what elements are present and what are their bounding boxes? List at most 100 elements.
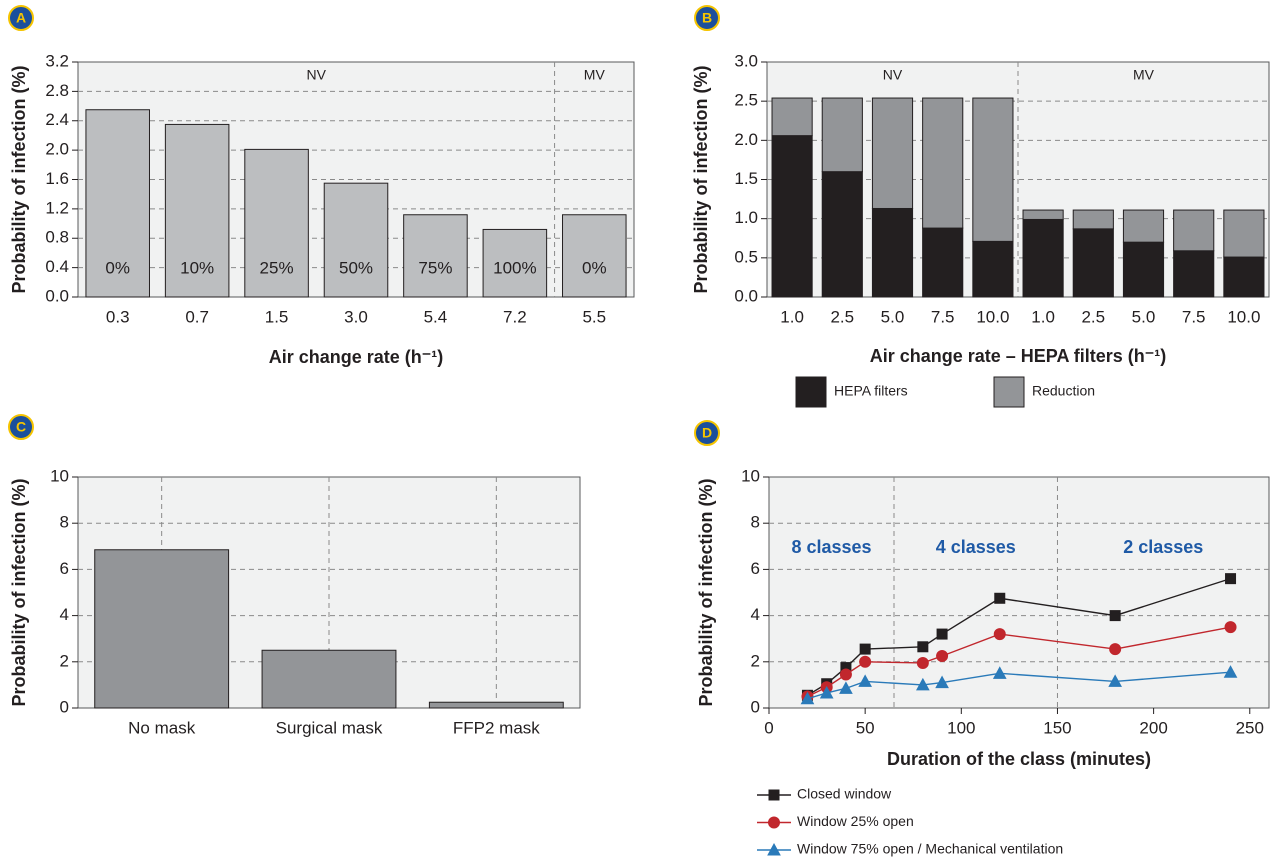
y-tick-label: 6 <box>60 559 69 578</box>
panel-label: B <box>702 10 712 26</box>
y-tick-label: 2 <box>751 651 760 670</box>
legend-label: Reduction <box>1032 383 1095 399</box>
x-tick-label: 10.0 <box>976 307 1009 326</box>
region-label: NV <box>307 67 327 83</box>
x-tick-label: 1.0 <box>1031 307 1055 326</box>
x-tick-label: 3.0 <box>344 307 368 326</box>
bar-label: 100% <box>493 258 536 277</box>
y-tick-label: 0.4 <box>45 257 69 276</box>
x-tick-label: Surgical mask <box>276 718 383 737</box>
marker <box>1223 665 1238 678</box>
y-tick-label: 1.2 <box>45 198 69 217</box>
marker <box>917 641 929 653</box>
y-tick-label: 0.0 <box>734 286 758 305</box>
bar-label: 10% <box>180 258 214 277</box>
bar <box>562 214 627 298</box>
bar-segment <box>771 97 813 137</box>
marker <box>916 656 929 669</box>
bar-segment <box>871 207 914 298</box>
annotation: 2 classes <box>1123 537 1203 557</box>
y-tick-label: 2 <box>60 651 69 670</box>
bar <box>482 228 548 298</box>
marker <box>992 666 1007 679</box>
x-axis-label: Air change rate – HEPA filters (h⁻¹) <box>870 346 1167 366</box>
marker <box>994 592 1006 604</box>
y-tick-label: 10 <box>50 466 69 485</box>
x-axis-label: Duration of the class (minutes) <box>887 749 1151 769</box>
annotation: 8 classes <box>791 537 871 557</box>
x-tick-label: FFP2 mask <box>453 718 540 737</box>
x-tick-label: 200 <box>1139 718 1167 737</box>
x-tick-label: 1.0 <box>780 307 804 326</box>
region-label: MV <box>584 67 606 83</box>
marker <box>1224 621 1237 634</box>
region-label: MV <box>1133 67 1155 83</box>
marker <box>1109 643 1122 656</box>
marker <box>916 677 930 691</box>
bar-segment <box>871 97 914 209</box>
x-tick-label: 10.0 <box>1227 307 1260 326</box>
x-tick-label: 7.5 <box>1182 307 1206 326</box>
y-tick-label: 0.5 <box>734 247 758 266</box>
x-axis-label: Air change rate (h⁻¹) <box>269 347 444 367</box>
x-tick-label: 2.5 <box>830 307 854 326</box>
marker <box>767 842 781 856</box>
marker <box>819 685 834 699</box>
panel-badge <box>8 414 34 440</box>
legend-label: HEPA filters <box>834 383 908 399</box>
x-tick-label: 250 <box>1236 718 1264 737</box>
bar-segment <box>1022 218 1064 298</box>
bar-label: 25% <box>260 258 294 277</box>
y-axis-label: Probability of infection (%) <box>9 65 29 293</box>
bar-label: 0% <box>582 258 607 277</box>
bar <box>323 182 389 298</box>
panel-badge <box>8 5 34 31</box>
x-tick-label: 2.5 <box>1081 307 1105 326</box>
bar-segment <box>1072 209 1114 230</box>
x-tick-label: 0.3 <box>106 307 130 326</box>
bar-segment <box>821 171 863 298</box>
bar-segment <box>1223 256 1265 298</box>
y-tick-label: 6 <box>751 559 760 578</box>
marker <box>936 628 948 640</box>
x-tick-label: 7.5 <box>931 307 955 326</box>
y-tick-label: 2.8 <box>45 81 69 100</box>
legend-label: Closed window <box>797 786 892 802</box>
x-tick-label: No mask <box>128 718 196 737</box>
marker <box>1108 674 1122 687</box>
y-axis-label: Probability of infection (%) <box>9 478 29 706</box>
x-tick-label: 5.0 <box>881 307 905 326</box>
y-axis-label: Probability of infection (%) <box>691 65 711 293</box>
y-tick-label: 0 <box>60 697 69 716</box>
bar-segment <box>1022 209 1064 220</box>
marker <box>935 675 949 689</box>
legend-label: Window 75% open / Mechanical ventilation <box>797 841 1063 857</box>
y-tick-label: 10 <box>741 466 760 485</box>
panel-label: D <box>702 425 712 441</box>
y-tick-label: 0.0 <box>45 286 69 305</box>
marker <box>768 789 780 801</box>
x-tick-label: 0.7 <box>185 307 209 326</box>
marker <box>1109 610 1121 622</box>
marker <box>839 668 852 681</box>
x-tick-label: 5.5 <box>582 307 606 326</box>
y-tick-label: 3.0 <box>734 51 758 70</box>
x-tick-label: 5.0 <box>1132 307 1156 326</box>
bar-segment <box>771 135 813 298</box>
bar-segment <box>1223 209 1265 258</box>
x-tick-label: 100 <box>947 718 975 737</box>
bar-segment <box>1173 209 1215 252</box>
y-tick-label: 1.0 <box>734 208 758 227</box>
bar-label: 50% <box>339 258 373 277</box>
bar-segment <box>972 240 1014 298</box>
bar-segment <box>1122 241 1165 298</box>
legend-label: Window 25% open <box>797 813 914 829</box>
bar-segment <box>922 227 964 298</box>
y-tick-label: 4 <box>751 605 760 624</box>
bar-segment <box>821 97 863 173</box>
legend-swatch <box>993 376 1025 408</box>
y-tick-label: 0.8 <box>45 228 69 247</box>
x-tick-label: 0 <box>764 718 773 737</box>
y-tick-label: 3.2 <box>45 51 69 70</box>
